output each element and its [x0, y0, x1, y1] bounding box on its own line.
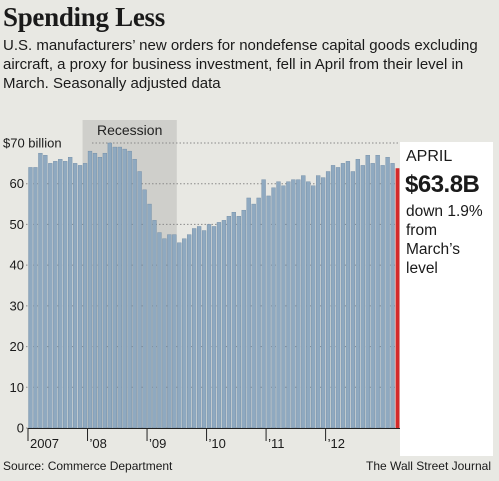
x-tick-label: ’08	[90, 436, 107, 451]
bar	[345, 161, 351, 429]
bar	[82, 163, 88, 429]
bar	[97, 157, 103, 429]
bar	[325, 171, 331, 429]
y-tick-label: 0	[17, 421, 24, 436]
bar	[286, 181, 291, 429]
bar	[77, 165, 83, 429]
bar	[58, 159, 63, 429]
bar	[107, 142, 112, 429]
bar	[375, 155, 380, 429]
bar	[102, 152, 108, 429]
bar	[340, 163, 346, 429]
bar	[162, 238, 167, 429]
y-tick-label: 60	[10, 176, 24, 191]
bar	[132, 159, 137, 429]
callout-value: $63.8B	[405, 171, 480, 198]
bar	[117, 146, 122, 429]
bar	[316, 175, 321, 429]
bar	[142, 189, 147, 429]
bar	[147, 203, 152, 429]
bar	[266, 195, 271, 429]
bar	[355, 159, 360, 429]
bar	[385, 157, 390, 429]
bar	[271, 187, 276, 429]
bar	[276, 181, 281, 429]
bar	[33, 167, 38, 429]
bar	[63, 161, 68, 429]
y-tick-label: 40	[10, 258, 24, 273]
bar	[152, 220, 157, 429]
x-tick-label: ’12	[328, 436, 345, 451]
bar	[291, 179, 296, 429]
bar	[28, 167, 33, 429]
bar	[241, 209, 246, 429]
y-tick-label: $70 billion	[3, 136, 62, 151]
bar	[48, 163, 53, 429]
bar	[306, 181, 311, 429]
bar	[296, 179, 301, 429]
callout-month-label: APRIL	[406, 148, 453, 165]
callout-note: down 1.9% from March’s level	[406, 203, 483, 277]
y-tick-label: 30	[10, 298, 24, 313]
publication-credit: The Wall Street Journal	[366, 459, 491, 473]
bar	[301, 175, 306, 429]
bar	[72, 163, 78, 429]
bar	[92, 152, 98, 429]
y-tick-label: 50	[10, 217, 24, 232]
bar	[261, 179, 266, 429]
bar	[236, 216, 241, 429]
bar	[157, 232, 162, 429]
bar	[43, 155, 48, 429]
bar	[122, 148, 127, 429]
chart-subtitle: U.S. manufacturers’ new orders for nonde…	[3, 37, 478, 92]
latest-bar	[395, 168, 400, 428]
bar	[226, 216, 232, 429]
bar	[182, 238, 187, 429]
bar	[167, 234, 172, 429]
bar	[390, 163, 395, 429]
bar	[196, 226, 202, 429]
bar	[380, 165, 385, 429]
bar	[365, 155, 370, 429]
bar	[206, 224, 212, 429]
bar	[330, 165, 336, 429]
bar	[335, 167, 341, 429]
bar	[216, 222, 222, 429]
y-tick-label: 20	[10, 339, 24, 354]
x-tick-label: ’11	[268, 436, 284, 451]
bar	[127, 150, 132, 429]
bar	[68, 157, 73, 429]
bar	[211, 226, 217, 429]
bar	[172, 234, 177, 429]
bar	[53, 161, 58, 429]
x-tick-label: ’09	[149, 436, 166, 451]
bar	[360, 165, 365, 429]
bar	[370, 163, 375, 429]
bar	[246, 197, 251, 429]
bar	[187, 234, 192, 429]
bar	[281, 185, 286, 429]
bar	[350, 171, 356, 429]
bar	[201, 230, 207, 429]
bar	[192, 228, 197, 429]
x-tick-label: 2007	[30, 436, 59, 451]
bar	[256, 197, 261, 429]
bar	[320, 177, 326, 429]
bar	[231, 212, 236, 429]
source-note: Source: Commerce Department	[3, 459, 173, 473]
bar	[137, 171, 142, 429]
bar	[311, 185, 316, 429]
bar	[38, 152, 43, 429]
y-tick-label: 10	[10, 380, 24, 395]
latest-value-callout: APRIL $63.8B down 1.9% from March’s leve…	[400, 142, 493, 456]
bar	[221, 220, 227, 429]
bar	[177, 242, 182, 429]
bar	[87, 150, 93, 429]
bar	[251, 203, 256, 429]
chart-title: Spending Less	[3, 2, 165, 32]
recession-label: Recession	[97, 122, 162, 138]
x-tick-label: ’10	[209, 436, 226, 451]
bar	[112, 146, 117, 429]
